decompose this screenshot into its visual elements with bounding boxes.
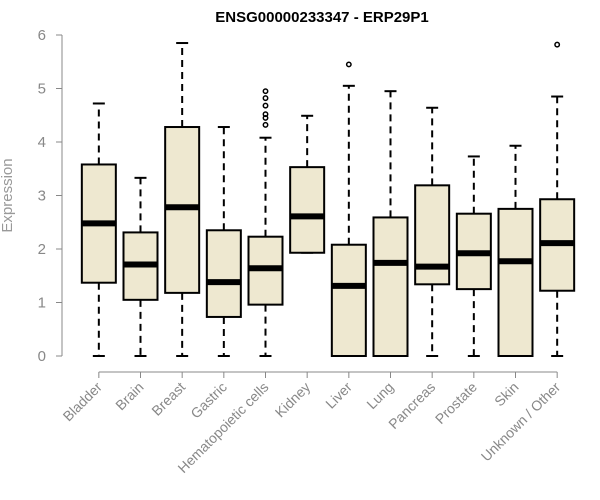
y-tick-label: 5 — [38, 81, 46, 98]
outlier-point — [262, 95, 269, 102]
iqr-box — [330, 243, 367, 357]
iqr-box — [497, 207, 534, 357]
iqr-box — [205, 229, 242, 318]
chart-title: ENSG00000233347 - ERP29P1 — [215, 9, 428, 26]
y-tick-label: 6 — [38, 27, 46, 44]
box-5 — [289, 114, 326, 254]
box-7 — [372, 90, 409, 357]
box-0 — [80, 102, 117, 357]
y-tick-label: 2 — [38, 241, 46, 258]
box-4 — [247, 88, 284, 357]
box-8 — [414, 106, 451, 357]
x-tick-label: Lung — [363, 379, 396, 412]
box-11 — [539, 41, 576, 357]
x-tick-label: Breast — [148, 379, 188, 419]
box-10 — [497, 144, 534, 357]
outlier-point — [554, 41, 561, 48]
x-tick-label: Kidney — [272, 379, 314, 421]
x-tick-label: Bladder — [60, 379, 106, 425]
iqr-box — [372, 216, 409, 357]
y-axis-label: Expression — [0, 158, 16, 232]
box-1 — [122, 176, 159, 357]
box-3 — [205, 126, 242, 357]
x-tick-label: Liver — [322, 379, 355, 412]
iqr-box — [289, 166, 326, 254]
boxes-group — [80, 41, 576, 357]
y-tick-label: 1 — [38, 295, 46, 312]
outlier-point — [262, 111, 269, 118]
x-tick-label: Unknown / Other — [478, 379, 564, 465]
outlier-point — [262, 121, 269, 128]
y-tick-label: 3 — [38, 188, 46, 205]
x-tick-label: Skin — [491, 379, 522, 410]
y-axis: 0 1 2 3 4 5 6 — [38, 27, 63, 365]
x-tick-label: Prostate — [432, 379, 480, 427]
y-tick-label: 4 — [38, 134, 46, 151]
box-6 — [330, 61, 367, 357]
outlier-point — [262, 102, 269, 109]
y-tick-label: 0 — [38, 348, 46, 365]
box-2 — [164, 42, 201, 357]
x-tick-label: Brain — [112, 379, 146, 413]
outlier-point — [262, 88, 269, 95]
outlier-point — [345, 61, 352, 68]
box-9 — [455, 155, 492, 357]
